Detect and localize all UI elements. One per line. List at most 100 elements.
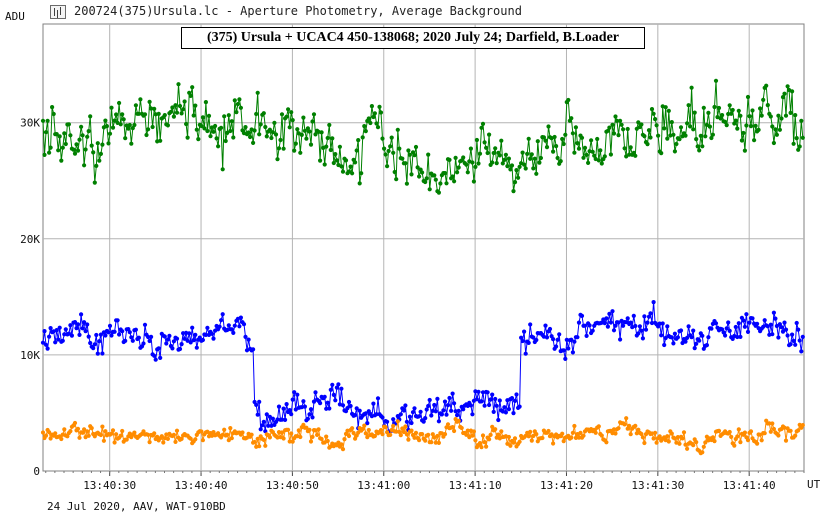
data-point <box>152 353 157 358</box>
data-point <box>324 406 329 411</box>
data-point <box>614 118 620 123</box>
data-point <box>383 425 388 430</box>
data-point <box>433 440 438 445</box>
data-point <box>200 438 205 443</box>
data-point <box>459 425 464 431</box>
data-point <box>205 325 210 330</box>
data-point <box>304 136 309 141</box>
data-point <box>91 150 96 155</box>
data-point <box>554 344 559 349</box>
data-point <box>561 439 566 444</box>
data-point <box>279 112 285 117</box>
data-point <box>104 124 109 129</box>
data-point <box>397 429 402 434</box>
data-point <box>98 151 103 156</box>
data-point <box>800 135 805 140</box>
data-point <box>63 141 68 147</box>
data-point <box>627 423 632 428</box>
data-point <box>733 324 738 330</box>
data-point <box>572 150 577 155</box>
data-point <box>229 327 234 332</box>
data-point <box>610 309 615 314</box>
data-point <box>616 133 621 138</box>
data-point <box>800 334 805 339</box>
data-point <box>107 323 113 328</box>
data-point <box>147 440 152 445</box>
data-point <box>611 328 617 333</box>
data-point <box>762 318 767 323</box>
data-point <box>685 446 690 451</box>
data-point <box>423 179 428 185</box>
data-point <box>465 428 470 433</box>
series-0 <box>40 78 805 195</box>
data-point <box>579 313 585 318</box>
data-point <box>622 146 627 151</box>
data-point <box>768 114 773 119</box>
data-point <box>350 171 355 176</box>
data-point <box>252 439 257 445</box>
data-point <box>112 118 117 123</box>
data-point <box>710 435 716 440</box>
data-point <box>429 413 434 418</box>
data-point <box>790 332 795 337</box>
data-point <box>391 150 396 155</box>
data-point <box>348 403 353 409</box>
data-point <box>123 136 128 141</box>
data-point <box>340 447 346 452</box>
data-point <box>100 424 105 429</box>
data-point <box>584 152 589 157</box>
data-point <box>694 137 699 142</box>
data-point <box>512 436 518 441</box>
data-point <box>788 428 793 433</box>
data-point <box>223 138 228 144</box>
data-point <box>318 401 323 406</box>
data-point <box>77 332 82 337</box>
data-point <box>572 339 577 344</box>
data-point <box>284 114 289 119</box>
data-point <box>618 337 623 342</box>
data-point <box>88 114 93 119</box>
data-point <box>750 108 755 113</box>
data-point <box>98 432 103 438</box>
data-point <box>174 428 180 433</box>
data-point <box>710 132 716 137</box>
data-point <box>496 432 501 437</box>
data-point <box>298 434 303 440</box>
data-point <box>773 316 778 321</box>
data-point <box>203 332 208 337</box>
data-point <box>771 310 777 315</box>
data-point <box>406 148 411 153</box>
data-point <box>662 342 667 348</box>
data-point <box>634 126 639 131</box>
data-point <box>388 144 393 149</box>
data-point <box>456 418 461 423</box>
data-point <box>149 106 154 111</box>
data-point <box>86 129 91 134</box>
data-point <box>738 334 743 339</box>
data-point <box>339 164 344 169</box>
data-point <box>302 404 307 409</box>
data-point <box>146 432 151 437</box>
data-point <box>197 335 202 340</box>
data-point <box>409 428 414 433</box>
data-point <box>637 324 643 329</box>
data-point <box>311 399 317 404</box>
data-point <box>727 429 732 435</box>
lightcurve-app-icon[interactable] <box>50 5 66 19</box>
data-point <box>190 85 195 90</box>
data-point <box>776 113 781 118</box>
data-point <box>368 120 373 126</box>
data-point <box>796 327 801 332</box>
data-point <box>560 431 565 436</box>
data-point <box>47 150 52 155</box>
data-point <box>735 434 740 439</box>
data-point <box>308 142 314 147</box>
data-point <box>296 428 301 433</box>
data-point <box>287 125 292 130</box>
data-point <box>453 155 458 160</box>
data-point <box>216 144 221 149</box>
data-point <box>278 137 283 143</box>
data-point <box>540 435 545 441</box>
data-point <box>432 173 437 178</box>
